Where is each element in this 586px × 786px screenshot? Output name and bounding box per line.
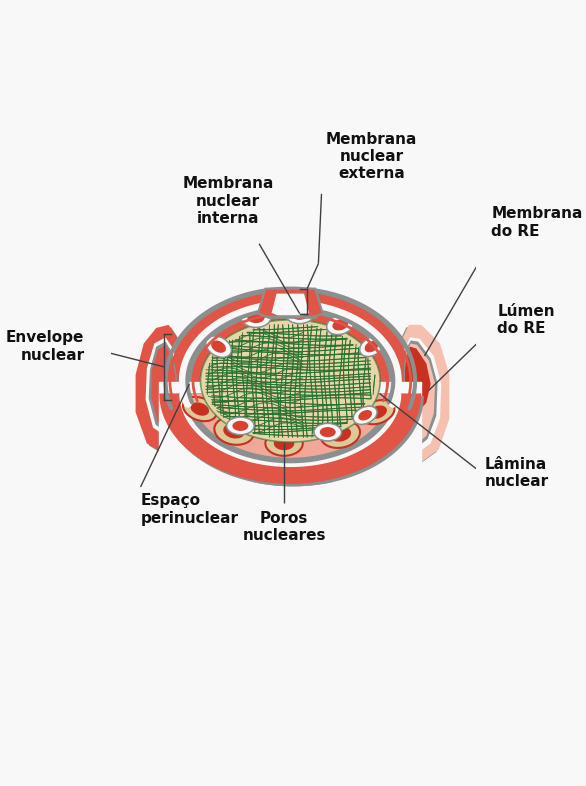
Ellipse shape [190, 402, 209, 416]
Polygon shape [271, 294, 309, 315]
Ellipse shape [200, 320, 380, 442]
Ellipse shape [286, 306, 314, 324]
Ellipse shape [232, 421, 248, 431]
Polygon shape [151, 345, 176, 428]
Ellipse shape [353, 406, 377, 424]
Polygon shape [260, 291, 325, 318]
Ellipse shape [314, 424, 342, 441]
Ellipse shape [274, 436, 294, 450]
Ellipse shape [286, 306, 314, 324]
Ellipse shape [360, 337, 383, 356]
Polygon shape [192, 394, 389, 457]
Ellipse shape [274, 436, 294, 450]
Ellipse shape [332, 319, 348, 331]
Ellipse shape [329, 426, 351, 442]
Text: Envelope
nuclear: Envelope nuclear [6, 330, 84, 363]
Ellipse shape [291, 310, 308, 320]
Ellipse shape [358, 410, 372, 421]
Polygon shape [162, 396, 424, 487]
Polygon shape [138, 327, 182, 455]
Ellipse shape [369, 406, 387, 419]
Ellipse shape [361, 400, 394, 424]
Ellipse shape [358, 410, 372, 421]
Ellipse shape [364, 341, 379, 353]
Text: Membrana
do RE: Membrana do RE [491, 206, 582, 239]
Ellipse shape [200, 320, 380, 442]
Text: Poros
nucleares: Poros nucleares [243, 511, 326, 543]
Text: Lâmina
nuclear: Lâmina nuclear [485, 457, 549, 490]
Ellipse shape [183, 397, 217, 421]
Ellipse shape [247, 311, 265, 323]
Polygon shape [162, 396, 424, 487]
Ellipse shape [327, 315, 354, 335]
Polygon shape [400, 325, 449, 462]
Ellipse shape [327, 315, 354, 335]
Ellipse shape [183, 397, 217, 421]
Ellipse shape [265, 431, 303, 456]
Polygon shape [149, 342, 177, 432]
Ellipse shape [223, 423, 245, 439]
Ellipse shape [206, 336, 231, 358]
Ellipse shape [364, 341, 378, 352]
Polygon shape [184, 394, 396, 463]
Ellipse shape [361, 400, 394, 424]
Polygon shape [260, 291, 325, 318]
Ellipse shape [247, 311, 265, 323]
Polygon shape [271, 294, 309, 315]
Text: Membrana
nuclear
interna: Membrana nuclear interna [182, 176, 274, 226]
Polygon shape [404, 343, 435, 444]
Polygon shape [159, 394, 421, 484]
Polygon shape [397, 327, 447, 465]
Polygon shape [184, 394, 396, 463]
Polygon shape [135, 325, 179, 453]
Polygon shape [403, 340, 438, 448]
Ellipse shape [319, 427, 336, 437]
Ellipse shape [265, 431, 303, 456]
Ellipse shape [200, 320, 380, 442]
Polygon shape [258, 288, 323, 317]
Polygon shape [145, 337, 178, 436]
Ellipse shape [170, 293, 411, 469]
Ellipse shape [353, 406, 377, 424]
Ellipse shape [321, 420, 360, 448]
Text: Membrana
nuclear
externa: Membrana nuclear externa [326, 131, 417, 182]
Polygon shape [192, 394, 389, 457]
Ellipse shape [223, 423, 245, 439]
Ellipse shape [241, 307, 271, 327]
Ellipse shape [314, 424, 342, 441]
Ellipse shape [233, 421, 248, 431]
Ellipse shape [188, 309, 393, 454]
Ellipse shape [211, 340, 226, 353]
Polygon shape [179, 394, 401, 467]
Ellipse shape [227, 417, 254, 435]
Ellipse shape [332, 319, 348, 330]
Text: Espaço
perinuclear: Espaço perinuclear [141, 494, 239, 526]
Ellipse shape [165, 288, 415, 473]
Ellipse shape [214, 417, 254, 445]
Ellipse shape [321, 420, 360, 448]
Polygon shape [159, 394, 421, 484]
Ellipse shape [183, 304, 398, 457]
Polygon shape [405, 347, 431, 415]
Ellipse shape [241, 307, 271, 327]
Ellipse shape [329, 426, 351, 442]
Ellipse shape [211, 340, 226, 353]
Ellipse shape [320, 427, 336, 437]
Polygon shape [401, 337, 441, 453]
Ellipse shape [369, 406, 387, 419]
Ellipse shape [360, 337, 383, 356]
Ellipse shape [214, 417, 254, 445]
Ellipse shape [292, 310, 308, 320]
Ellipse shape [227, 417, 254, 435]
Text: Lúmen
do RE: Lúmen do RE [498, 303, 555, 336]
Polygon shape [258, 288, 323, 317]
Polygon shape [404, 347, 430, 415]
Ellipse shape [206, 336, 231, 358]
Ellipse shape [193, 314, 387, 448]
Ellipse shape [190, 402, 209, 416]
Polygon shape [179, 394, 401, 467]
